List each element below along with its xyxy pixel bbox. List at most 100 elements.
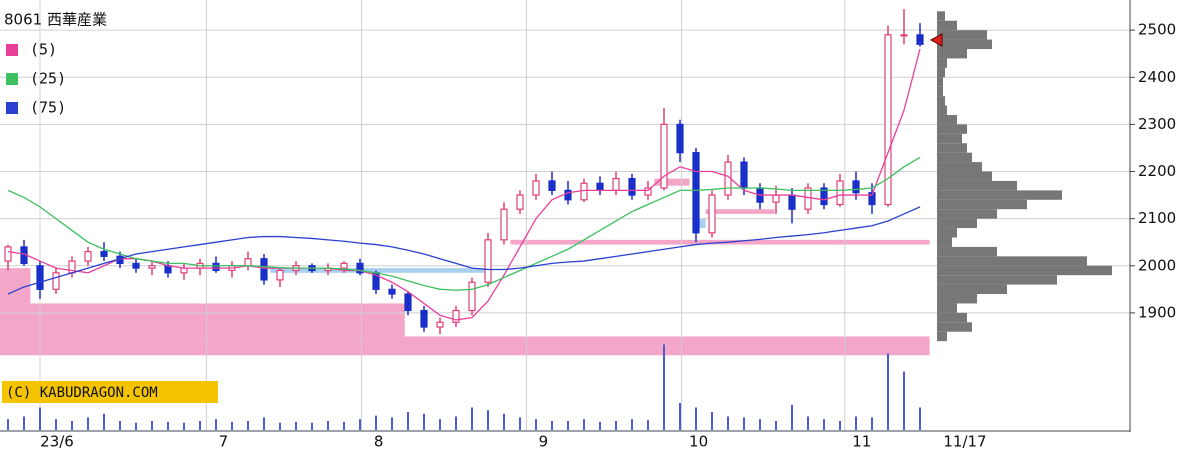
volume-bar <box>743 417 745 430</box>
y-tick-label: 2300 <box>1138 115 1176 133</box>
volume-bar <box>375 415 377 430</box>
volume-profile-bar <box>937 133 962 144</box>
moving-average-line <box>7 48 921 321</box>
volume-profile-bar <box>937 190 1062 200</box>
moving-average-line <box>7 156 921 291</box>
last-date-label: 11/17 <box>943 433 986 451</box>
volume-profile-bar <box>937 256 1087 266</box>
legend-swatch <box>6 73 18 85</box>
candle-body <box>804 187 812 210</box>
candle-body <box>484 239 492 283</box>
candle-body <box>100 251 108 257</box>
volume-bar <box>87 417 89 430</box>
volume-profile-bar <box>937 246 997 257</box>
candle-body <box>4 246 12 262</box>
candle-body <box>180 267 188 274</box>
y-tick-label: 2000 <box>1138 256 1176 274</box>
chart-title: 8061 西華産業 <box>4 11 107 29</box>
volume-bar <box>471 407 473 430</box>
candle-body <box>260 258 268 281</box>
watermark-box <box>2 381 218 403</box>
zone <box>0 268 31 304</box>
volume-bar <box>695 407 697 430</box>
volume-bar <box>71 421 73 430</box>
volume-bar <box>887 353 889 430</box>
volume-bar <box>919 407 921 430</box>
x-tick-label: 7 <box>219 433 229 451</box>
volume-bar <box>215 419 217 430</box>
volume-bar <box>711 412 713 430</box>
candle-body <box>852 180 860 194</box>
volume-profile-bar <box>937 312 967 323</box>
candle-body <box>356 262 364 274</box>
grid <box>0 0 1130 431</box>
volume-bar <box>791 404 793 430</box>
volume-bar <box>679 403 681 430</box>
volume-bar <box>119 421 121 430</box>
candle-body <box>516 194 524 210</box>
zone <box>0 336 930 356</box>
legend-label: (25) <box>30 70 66 88</box>
volume-bar <box>39 407 41 430</box>
candle-body <box>164 265 172 274</box>
volume-bar <box>615 421 617 430</box>
volume-bar <box>759 419 761 430</box>
volume-profile-bar <box>937 77 943 87</box>
volume-bar <box>103 413 105 430</box>
volume-profile-bar <box>937 218 977 229</box>
candle-body <box>628 177 636 196</box>
y-tick-label: 2500 <box>1138 21 1176 39</box>
candle-body <box>404 293 412 312</box>
volume-profile-bar <box>937 237 952 247</box>
candle-body <box>548 180 556 191</box>
volume-bar <box>823 419 825 430</box>
candle-body <box>692 152 700 234</box>
candle-body <box>84 251 92 262</box>
candle-body <box>212 262 220 272</box>
volume-bar <box>263 417 265 430</box>
legend-label: (75) <box>30 99 66 117</box>
volume-profile-bar <box>937 171 992 181</box>
candle-body <box>148 265 156 269</box>
legend-swatch <box>6 44 18 56</box>
volume-profile-bar <box>937 275 1057 285</box>
volume-bar <box>599 421 601 430</box>
volume-profile-bar <box>937 20 957 31</box>
legend-label: (5) <box>30 41 57 59</box>
volume-bar <box>839 421 841 430</box>
marks <box>4 8 1112 430</box>
candle-body <box>500 208 508 241</box>
volume-profile-bar <box>937 96 945 106</box>
volume-profile-bar <box>937 180 1017 191</box>
candle-body <box>436 321 444 328</box>
candle-body <box>36 265 44 290</box>
candle-body <box>820 187 828 206</box>
candle-body <box>644 187 652 196</box>
y-tick-label: 1900 <box>1138 303 1176 321</box>
volume-bar <box>55 419 57 430</box>
volume-profile-bar <box>937 228 957 238</box>
y-tick-label: 2100 <box>1138 209 1176 227</box>
candle-body <box>564 189 572 201</box>
candle-body <box>52 272 60 290</box>
volume-profile-bar <box>937 67 945 78</box>
volume-bar <box>855 416 857 430</box>
candle-body <box>916 34 924 45</box>
candle-body <box>612 177 620 191</box>
watermark: (C) KABUDRAGON.COM <box>6 385 158 401</box>
volume-bar <box>343 421 345 430</box>
volume-profile-bar <box>937 105 947 115</box>
zones <box>0 178 930 356</box>
candle-body <box>676 123 684 154</box>
volume-bar <box>727 416 729 430</box>
volume-profile-bar <box>937 209 997 219</box>
volume-profile-bar <box>937 294 977 304</box>
volume-bar <box>407 412 409 430</box>
volume-bar <box>311 422 313 430</box>
volume-bar <box>183 422 185 430</box>
volume-profile-bar <box>937 265 1112 276</box>
volume-profile-bar <box>937 303 957 313</box>
legend-swatch <box>6 102 18 114</box>
candle-body <box>452 309 460 323</box>
